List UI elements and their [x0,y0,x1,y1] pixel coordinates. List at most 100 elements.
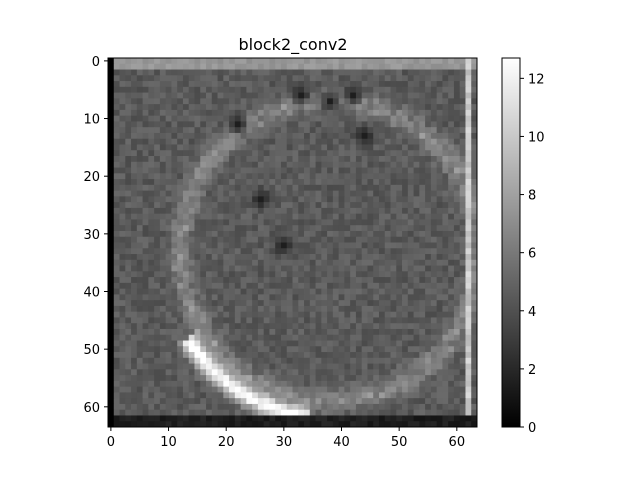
heatmap-cell [373,115,380,122]
heatmap-cell [355,386,363,393]
heatmap-cell [292,144,299,151]
heatmap-cell [413,167,420,174]
heatmap-cell [280,173,288,180]
heatmap-cell [234,277,242,284]
heatmap-cell [407,421,414,428]
heatmap-cell [361,288,368,295]
heatmap-cell [332,184,340,192]
heatmap-cell [367,323,374,330]
heatmap-cell [436,294,443,301]
heatmap-cell [407,248,414,255]
heatmap-cell [159,207,167,215]
heatmap-cell [280,92,288,99]
heatmap-cell [413,386,420,393]
heatmap-cell [373,63,380,70]
heatmap-cell [229,352,236,359]
heatmap-cell [430,58,438,65]
heatmap-cell [165,207,172,215]
heatmap-cell [246,386,253,393]
heatmap-cell [206,254,213,261]
heatmap-cell [453,415,461,422]
heatmap-cell [229,357,236,364]
heatmap-cell [425,69,432,76]
heatmap-cell [304,334,311,341]
heatmap-cell [378,121,386,128]
heatmap-cell [315,63,322,70]
heatmap-cell [275,352,282,359]
heatmap-cell [367,357,374,364]
heatmap-cell [125,121,132,128]
heatmap-cell [309,334,316,341]
heatmap-cell [246,334,253,341]
heatmap-cell [419,75,426,82]
heatmap-cell [436,127,443,134]
heatmap-cell [154,161,161,168]
heatmap-cell [165,334,172,341]
heatmap-cell [355,150,363,157]
heatmap-cell [373,277,380,284]
heatmap-cell [165,104,172,111]
heatmap-cell [182,104,190,111]
heatmap-cell [142,305,149,313]
heatmap-cell [234,98,242,105]
heatmap-cell [280,380,288,388]
heatmap-cell [171,104,178,111]
heatmap-cell [119,167,126,174]
heatmap-cell [471,127,478,134]
heatmap-cell [448,323,455,330]
heatmap-cell [448,225,455,232]
heatmap-cell [257,150,265,157]
heatmap-cell [396,75,403,82]
heatmap-cell [136,277,143,284]
heatmap-cell [131,92,138,99]
heatmap-cell [471,409,478,416]
heatmap-cell [113,357,120,364]
heatmap-cell [332,375,340,382]
heatmap-cell [200,144,207,151]
heatmap-cell [436,207,443,215]
heatmap-cell [280,219,288,226]
heatmap-cell [430,115,438,122]
heatmap-cell [113,248,120,255]
heatmap-cell [182,248,190,255]
heatmap-cell [390,132,397,140]
heatmap-cell [234,409,242,416]
heatmap-cell [136,340,143,347]
heatmap-cell [125,334,132,341]
heatmap-cell [119,150,126,157]
heatmap-cell [113,138,120,145]
heatmap-cell [338,225,345,232]
heatmap-cell [390,352,397,359]
heatmap-cell [246,369,253,376]
heatmap-cell [252,294,259,301]
heatmap-cell [304,81,311,88]
heatmap-cell [159,121,167,128]
heatmap-cell [182,115,190,122]
heatmap-cell [361,265,368,272]
heatmap-cell [211,202,218,209]
heatmap-cell [211,386,218,393]
heatmap-cell [315,202,322,209]
heatmap-cell [436,92,443,99]
heatmap-cell [298,271,305,278]
heatmap-cell [413,121,420,128]
heatmap-cell [188,403,195,411]
heatmap-cell [373,219,380,226]
heatmap-cell [148,375,155,382]
heatmap-cell [471,311,478,318]
heatmap-cell [378,144,386,151]
heatmap-cell [142,288,149,295]
heatmap-cell [396,230,403,238]
heatmap-cell [223,69,230,76]
heatmap-cell [321,81,328,88]
heatmap-cell [361,213,368,220]
heatmap-cell [113,161,120,168]
heatmap-cell [113,81,120,88]
colorbar-tick-label: 12 [528,72,545,87]
heatmap-cell [309,415,316,422]
heatmap-cell [275,196,282,203]
heatmap-cell [465,127,472,134]
heatmap-cell [246,69,253,76]
heatmap-cell [217,104,224,111]
heatmap-cell [321,334,328,341]
